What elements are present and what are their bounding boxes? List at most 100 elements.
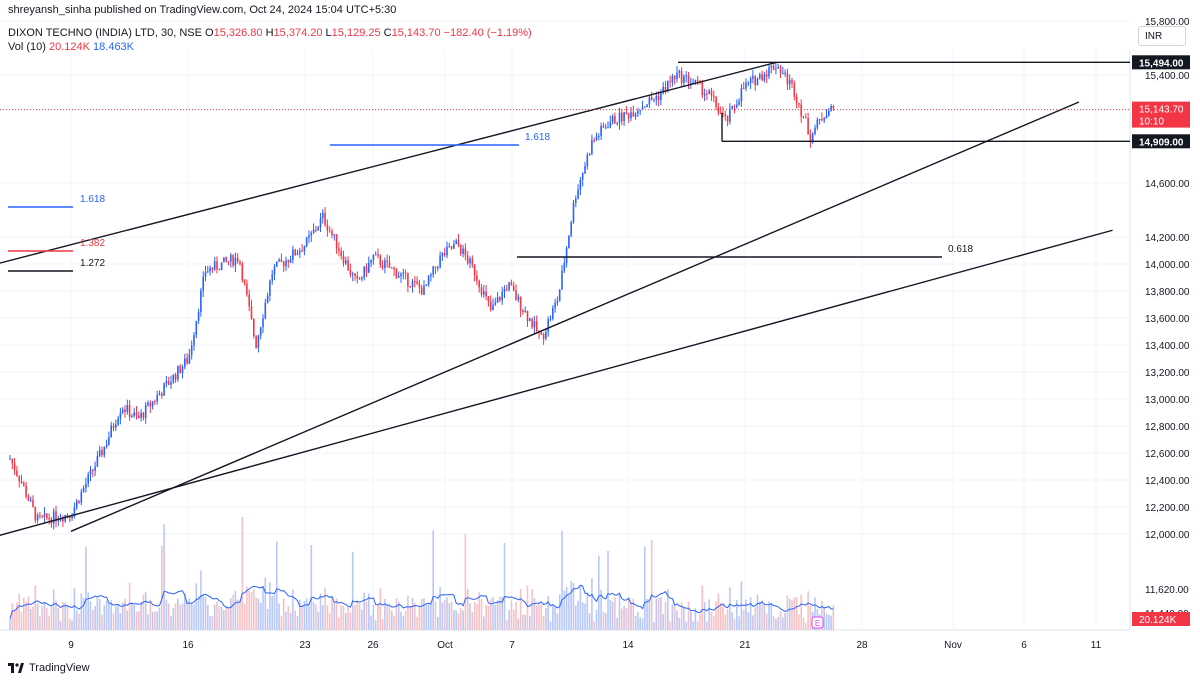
volume-bar bbox=[519, 588, 522, 630]
drawing-tools[interactable]: 1.618 1.618 1.382 1.272 0.618 E bbox=[0, 61, 1130, 629]
volume-bar bbox=[524, 614, 526, 630]
candle-body bbox=[577, 189, 579, 199]
volume-bar bbox=[18, 593, 20, 630]
volume-bar bbox=[303, 600, 306, 630]
volume-bar bbox=[708, 599, 710, 630]
candle-body bbox=[713, 95, 715, 97]
candle-body bbox=[586, 154, 589, 167]
volume-bar bbox=[460, 607, 462, 630]
candle-body bbox=[395, 269, 398, 278]
volume-bar bbox=[821, 600, 823, 630]
candle-body bbox=[759, 74, 761, 79]
volume-bar bbox=[347, 606, 349, 630]
candle-body bbox=[816, 119, 819, 128]
volume-bar bbox=[319, 593, 322, 630]
volume-bar bbox=[552, 605, 554, 630]
volume-bar bbox=[800, 594, 802, 630]
low-value: 15,129.25 bbox=[331, 27, 381, 39]
y-tick-label: 12,200.00 bbox=[1145, 503, 1190, 514]
volume-bar bbox=[740, 581, 743, 630]
candle-body bbox=[678, 71, 681, 73]
currency-button[interactable]: INR bbox=[1138, 26, 1186, 46]
fib-level-label: 1.382 bbox=[80, 238, 105, 249]
candle-body bbox=[126, 405, 129, 412]
volume-bar bbox=[85, 546, 87, 630]
volume-bar bbox=[103, 605, 106, 630]
candle-body bbox=[607, 127, 609, 129]
volume-bar bbox=[414, 602, 416, 630]
candle-body bbox=[517, 296, 520, 300]
candle-body bbox=[600, 125, 602, 136]
volume-bar bbox=[184, 592, 186, 630]
volume-bar bbox=[448, 603, 451, 630]
volume-bar bbox=[591, 578, 593, 630]
candle-body bbox=[273, 266, 276, 275]
candle-body bbox=[36, 514, 39, 521]
volume-bar bbox=[121, 602, 124, 630]
volume-bar bbox=[218, 606, 221, 630]
candle-body bbox=[29, 499, 32, 501]
volume-bar bbox=[510, 600, 513, 630]
volume-bar bbox=[154, 611, 156, 630]
volume-bar bbox=[531, 588, 533, 630]
volume-bar bbox=[768, 601, 770, 630]
candle-body bbox=[807, 117, 809, 135]
volume-bar bbox=[648, 599, 651, 630]
candle-body bbox=[101, 450, 103, 456]
volume-bar bbox=[46, 608, 48, 630]
candle-body bbox=[547, 319, 549, 332]
candle-body bbox=[119, 412, 122, 419]
candle-body bbox=[457, 240, 460, 246]
volume-bar bbox=[262, 587, 264, 630]
candle-body bbox=[621, 112, 623, 122]
earnings-event-marker bbox=[811, 616, 824, 629]
symbol-legend[interactable]: DIXON TECHNO (INDIA) LTD, 30, NSE O15,32… bbox=[8, 27, 532, 39]
candle-body bbox=[147, 402, 149, 406]
high-value: 15,374.20 bbox=[273, 27, 323, 39]
candle-body bbox=[368, 262, 370, 273]
candle-body bbox=[430, 274, 432, 276]
volume-bar bbox=[478, 592, 480, 630]
volume-bar bbox=[276, 541, 278, 630]
candle-body bbox=[729, 108, 731, 122]
volume-bar bbox=[483, 616, 485, 630]
volume-bar bbox=[80, 593, 83, 630]
candle-body bbox=[765, 74, 768, 77]
candle-body bbox=[11, 458, 14, 464]
volume-bar bbox=[680, 602, 683, 630]
candle-body bbox=[241, 263, 244, 281]
volume-bar bbox=[239, 600, 241, 630]
volume-bar bbox=[501, 596, 503, 630]
candle-body bbox=[420, 287, 423, 295]
volume-bar bbox=[503, 542, 506, 630]
candle-body bbox=[791, 79, 793, 84]
candle-body bbox=[108, 437, 110, 445]
candle-body bbox=[266, 295, 269, 303]
volume-bar bbox=[765, 613, 768, 630]
candle-body bbox=[510, 282, 513, 286]
volume-bar bbox=[407, 595, 409, 630]
volume-bar bbox=[593, 621, 595, 630]
candle-body bbox=[211, 267, 214, 270]
candle-body bbox=[533, 321, 536, 328]
x-tick-label: 7 bbox=[509, 640, 515, 651]
candle-body bbox=[515, 290, 517, 300]
candle-body bbox=[315, 229, 317, 231]
candle-body bbox=[128, 405, 131, 417]
candle-body bbox=[333, 234, 336, 236]
candle-body bbox=[131, 415, 133, 417]
candle-body bbox=[660, 92, 662, 101]
volume-bar bbox=[506, 620, 508, 630]
volume-bar bbox=[655, 598, 658, 630]
candle-body bbox=[657, 95, 660, 101]
x-tick-label: 21 bbox=[739, 640, 751, 651]
candle-body bbox=[184, 358, 186, 367]
volume-bar bbox=[165, 599, 168, 630]
volume-bar bbox=[351, 551, 354, 630]
candle-body bbox=[483, 291, 485, 295]
volume-bar bbox=[441, 602, 444, 630]
volume-bar bbox=[20, 611, 23, 630]
volume-bar bbox=[540, 604, 543, 630]
volume-legend[interactable]: Vol (10) 20.124K 18.463K bbox=[8, 41, 134, 53]
